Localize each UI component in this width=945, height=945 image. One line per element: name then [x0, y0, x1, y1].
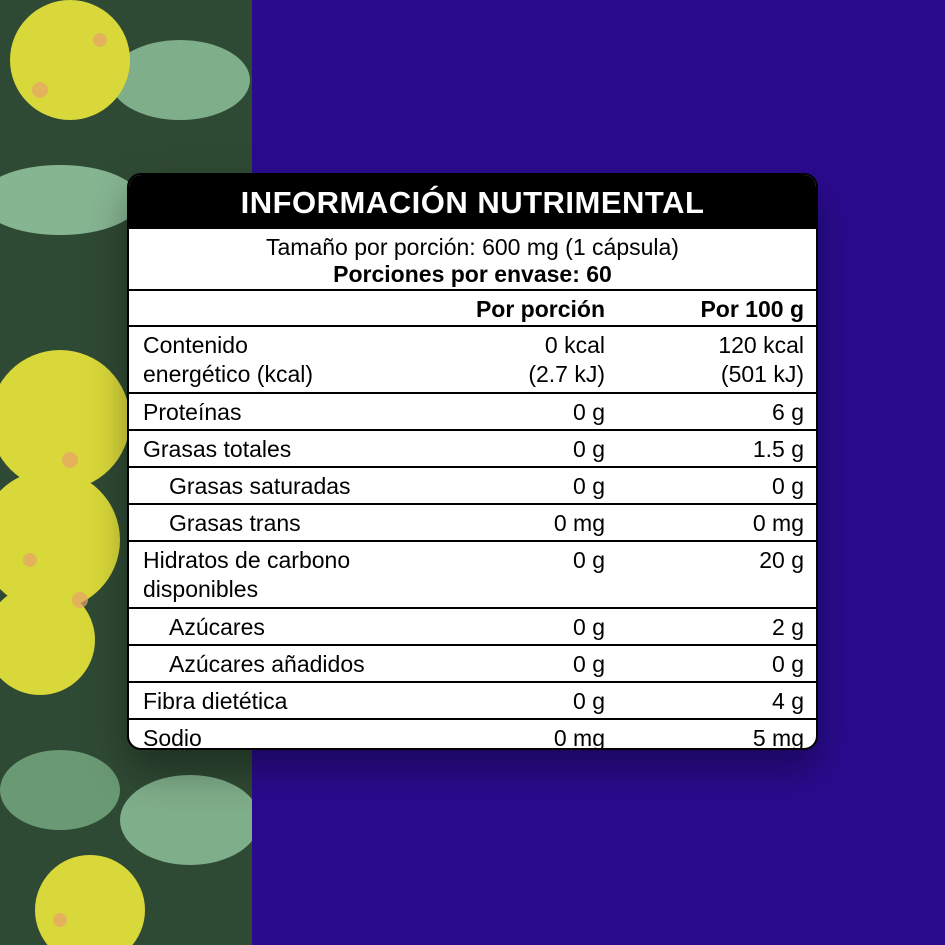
per-serving-value-cell: 0 mg — [554, 509, 605, 538]
per-100g-value-cell: 0 g — [772, 472, 804, 501]
nutrient-row: Proteínas 0 g 6 g — [129, 394, 816, 431]
servings: Porciones por envase: 60 — [333, 261, 612, 287]
nutrient-row: Grasas trans 0 mg 0 mg — [129, 505, 816, 542]
nutrient-label: Contenido — [143, 332, 248, 358]
per-serving-value-cell: 0 g — [573, 472, 605, 501]
per-serving-value: 0 g — [573, 614, 605, 640]
per-serving-value: 0 g — [573, 651, 605, 677]
per-100g-value: 20 g — [759, 547, 804, 573]
nutrient-label-cell: Proteínas — [143, 398, 241, 427]
per-serving-value-cell: 0 g — [573, 613, 605, 642]
nutrient-label: Grasas saturadas — [169, 473, 351, 499]
per-100g-value-cell: 20 g — [759, 546, 804, 575]
nutrient-label: Grasas trans — [169, 510, 301, 536]
nutrition-card: INFORMACIÓN NUTRIMENTAL Tamaño por porci… — [127, 173, 818, 750]
nutrient-label-cell: Contenido energético (kcal) — [143, 331, 313, 389]
per-100g-value: 120 kcal — [718, 332, 804, 358]
per-100g-value: 0 g — [772, 651, 804, 677]
title: INFORMACIÓN NUTRIMENTAL — [129, 175, 816, 229]
nutrient-label-cell: Hidratos de carbono disponibles — [143, 546, 350, 604]
per-serving-value: 0 g — [573, 547, 605, 573]
nutrient-label-cell: Grasas totales — [143, 435, 291, 464]
serving-size: Tamaño por porción: 600 mg (1 cápsula) — [266, 234, 679, 260]
per-serving-value-cell: 0 g — [573, 687, 605, 716]
per-100g-value-cell: 1.5 g — [753, 435, 804, 464]
nutrient-row: Contenido energético (kcal) 0 kcal (2.7 kJ)… — [129, 327, 816, 394]
column-header-row: Por porción Por 100 g — [129, 291, 816, 327]
nutrient-row: Azúcares 0 g 2 g — [129, 609, 816, 646]
nutrient-label: Proteínas — [143, 399, 242, 425]
nutrient-label-cell: Fibra dietética — [143, 687, 287, 716]
nutrient-row: Fibra dietética 0 g 4 g — [129, 683, 816, 720]
per-100g-value: (501 kJ) — [720, 361, 804, 387]
nutrient-label-cell: Grasas trans — [169, 509, 301, 538]
per-100g-value: 6 g — [772, 399, 804, 425]
nutrient-label: Sodio — [143, 725, 202, 750]
per-100g-value-cell: 5 mg — [752, 724, 804, 750]
per-serving-value-cell: 0 g — [573, 546, 605, 575]
nutrient-label: Azúcares añadidos — [169, 651, 365, 677]
nutrient-label-cell: Azúcares — [169, 613, 265, 642]
per-serving-value: (2.7 kJ) — [528, 361, 605, 387]
table: Por porción Por 100 g Contenido energético … — [129, 291, 816, 750]
column-header: Por porción — [475, 296, 605, 322]
per-100g-value: 1.5 g — [752, 436, 804, 462]
per-serving-value-cell: 0 kcal (2.7 kJ) — [528, 331, 605, 389]
per-100g-value-cell: 6 g — [772, 398, 804, 427]
serving-info: Tamaño por porción: 600 mg (1 cápsula) P… — [129, 229, 816, 291]
per-100g-value-cell: 0 mg — [753, 509, 804, 538]
nutrient-label: disponibles — [143, 576, 259, 602]
per-serving-value-cell: 0 g — [573, 398, 605, 427]
nutrient-label: Azúcares — [169, 614, 265, 640]
per-100g-value-cell: 2 g — [772, 613, 804, 642]
nutrient-label: Grasas totales — [143, 436, 292, 462]
per-100g-value: 5 mg — [752, 725, 804, 750]
nutrient-label: energético (kcal) — [143, 361, 314, 387]
nutrient-row: Azúcares añadidos 0 g 0 g — [129, 646, 816, 683]
nutrient-row: Sodio 0 mg 5 mg — [129, 720, 816, 750]
nutrient-label: Hidratos de carbono — [143, 547, 351, 573]
per-serving-value: 0 g — [573, 399, 605, 425]
per-serving-value: 0 g — [573, 436, 605, 462]
per-serving-value-cell: 0 g — [573, 650, 605, 679]
per-100g-value: 2 g — [772, 614, 804, 640]
nutrient-label: Fibra dietética — [143, 688, 288, 714]
per-serving-value: 0 mg — [553, 510, 605, 536]
nutrient-row: Hidratos de carbono disponibles 0 g 20 g — [129, 542, 816, 609]
column-header: Por 100 g — [700, 296, 804, 322]
nutrient-label-cell: Grasas saturadas — [169, 472, 351, 501]
per-100g-value-cell: 4 g — [772, 687, 804, 716]
per-100g-value: 0 mg — [752, 510, 804, 536]
per-serving-value: 0 kcal — [544, 332, 605, 358]
nutrient-label-cell: Sodio — [143, 724, 202, 750]
nutrient-row: Grasas saturadas 0 g 0 g — [129, 468, 816, 505]
per-100g-value: 0 g — [772, 473, 804, 499]
nutrient-label-cell: Azúcares añadidos — [169, 650, 365, 679]
per-serving-value-cell: 0 g — [573, 435, 605, 464]
per-serving-value-cell: 0 mg — [553, 724, 605, 750]
per-serving-value: 0 g — [573, 473, 605, 499]
per-100g-value-cell: 120 kcal (501 kJ) — [718, 331, 804, 389]
per-serving-value: 0 mg — [553, 725, 605, 750]
nutrient-row: Grasas totales 0 g 1.5 g — [129, 431, 816, 468]
per-100g-value: 4 g — [772, 688, 804, 714]
per-serving-value: 0 g — [573, 688, 605, 714]
per-100g-value-cell: 0 g — [772, 650, 804, 679]
